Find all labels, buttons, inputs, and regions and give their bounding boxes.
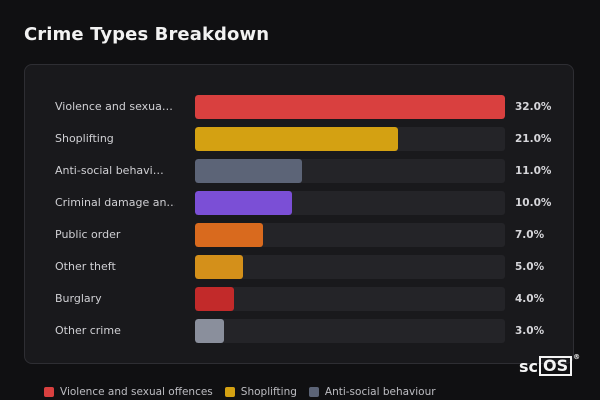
category-label: Other crime [55, 324, 121, 337]
category-label: Criminal damage an… [55, 196, 175, 209]
bar-row: Violence and sexua… 32.0% [25, 95, 573, 119]
bar-track [195, 191, 505, 215]
value-label: 32.0% [515, 101, 552, 113]
brand-logo: sc OS ® [519, 353, 581, 376]
bar-track [195, 255, 505, 279]
bar-track [195, 159, 505, 183]
value-label: 10.0% [515, 197, 552, 209]
bar-row: Other crime 3.0% [25, 319, 573, 343]
bar-track [195, 319, 505, 343]
legend-label: Violence and sexual offences [60, 386, 213, 398]
bar-row: Anti-social behavi… 11.0% [25, 159, 573, 183]
bar-track [195, 127, 505, 151]
value-label: 11.0% [515, 165, 552, 177]
bar-row: Criminal damage an… 10.0% [25, 191, 573, 215]
category-label: Other theft [55, 260, 116, 273]
bar [195, 223, 263, 247]
bar-track [195, 287, 505, 311]
legend-swatch [308, 387, 319, 397]
legend-swatch [44, 387, 54, 397]
bar-row: Burglary 4.0% [25, 287, 573, 311]
category-label: Violence and sexua… [55, 100, 173, 113]
category-label: Shoplifting [55, 132, 114, 145]
bar-row: Shoplifting 21.0% [25, 127, 573, 151]
bar [195, 255, 244, 279]
bar [195, 287, 234, 311]
legend-label: Anti-social behaviour [324, 386, 436, 398]
legend-item: Violence and sexual offences [44, 386, 213, 398]
category-label: Burglary [55, 292, 102, 305]
bar [195, 319, 225, 343]
chart-legend: Violence and sexual offences Shoplifting A… [44, 386, 448, 398]
value-label: 3.0% [515, 325, 545, 337]
chart-title: Crime Types Breakdown [24, 24, 270, 45]
bar [195, 127, 399, 151]
legend-item: Shoplifting [224, 386, 297, 398]
value-label: 7.0% [515, 229, 545, 241]
legend-label: Shoplifting [240, 386, 297, 398]
bar-track [195, 95, 505, 119]
value-label: 4.0% [515, 293, 545, 305]
value-label: 21.0% [515, 133, 552, 145]
logo-prefix: sc [519, 356, 539, 376]
bar-row: Public order 7.0% [25, 223, 573, 247]
bar-track [195, 223, 505, 247]
category-label: Anti-social behavi… [55, 164, 164, 177]
value-label: 5.0% [515, 261, 545, 273]
registered-mark: ® [573, 353, 581, 361]
bar [195, 191, 292, 215]
bar [195, 159, 302, 183]
bar-row: Other theft 5.0% [25, 255, 573, 279]
chart-panel: Violence and sexua… 32.0% Shoplifting 21.0%… [24, 64, 574, 364]
legend-item: Anti-social behaviour [308, 386, 436, 398]
logo-boxed-text: OS [539, 356, 573, 376]
category-label: Public order [55, 228, 121, 241]
legend-swatch [224, 387, 235, 397]
bar [195, 95, 505, 119]
